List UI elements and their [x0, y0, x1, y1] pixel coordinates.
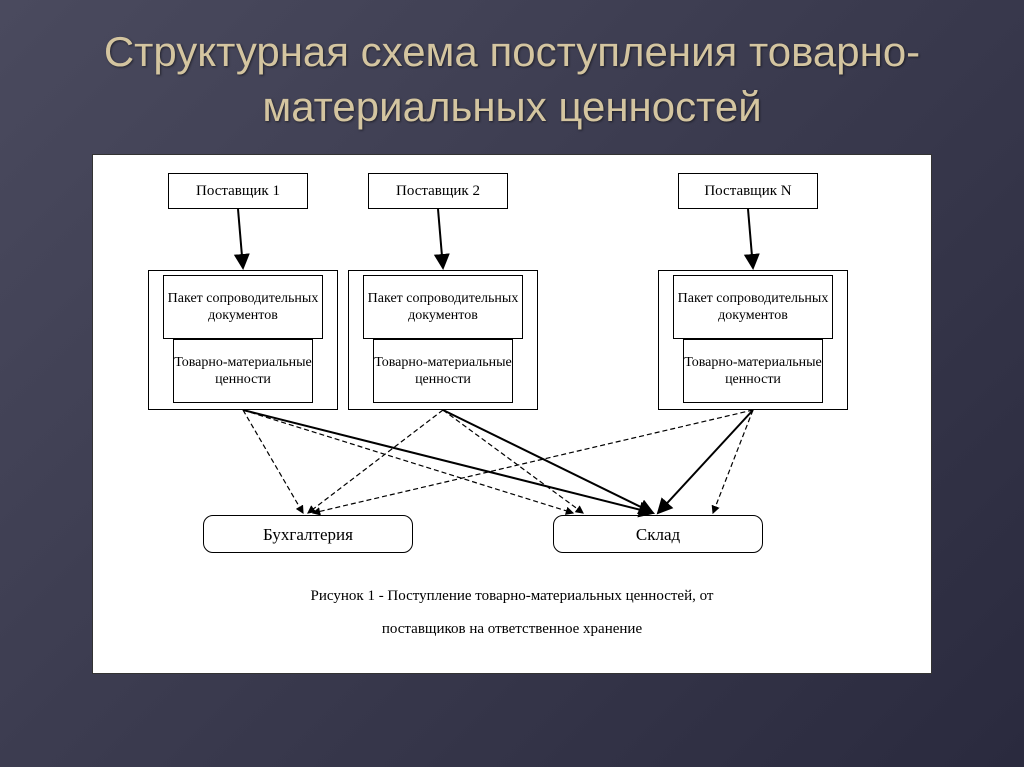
tmc-2-box: Товарно-материальные ценности: [373, 339, 513, 403]
diagram-caption: Рисунок 1 - Поступление товарно-материал…: [93, 580, 931, 646]
accounting-box: Бухгалтерия: [203, 515, 413, 553]
diagram-container: Поставщик 1 Поставщик 2 Поставщик N Паке…: [92, 154, 932, 674]
warehouse-box: Склад: [553, 515, 763, 553]
supplier-2-box: Поставщик 2: [368, 173, 508, 209]
packet-3-box: Пакет сопроводительных документов: [673, 275, 833, 339]
supplier-1-box: Поставщик 1: [168, 173, 308, 209]
packet-1-box: Пакет сопроводительных документов: [163, 275, 323, 339]
caption-line-1: Рисунок 1 - Поступление товарно-материал…: [311, 588, 714, 604]
tmc-1-box: Товарно-материальные ценности: [173, 339, 313, 403]
caption-line-2: поставщиков на ответственное хранение: [382, 621, 642, 637]
slide-title: Структурная схема поступления товарно-ма…: [0, 0, 1024, 154]
supplier-n-box: Поставщик N: [678, 173, 818, 209]
tmc-3-box: Товарно-материальные ценности: [683, 339, 823, 403]
packet-2-box: Пакет сопроводительных документов: [363, 275, 523, 339]
